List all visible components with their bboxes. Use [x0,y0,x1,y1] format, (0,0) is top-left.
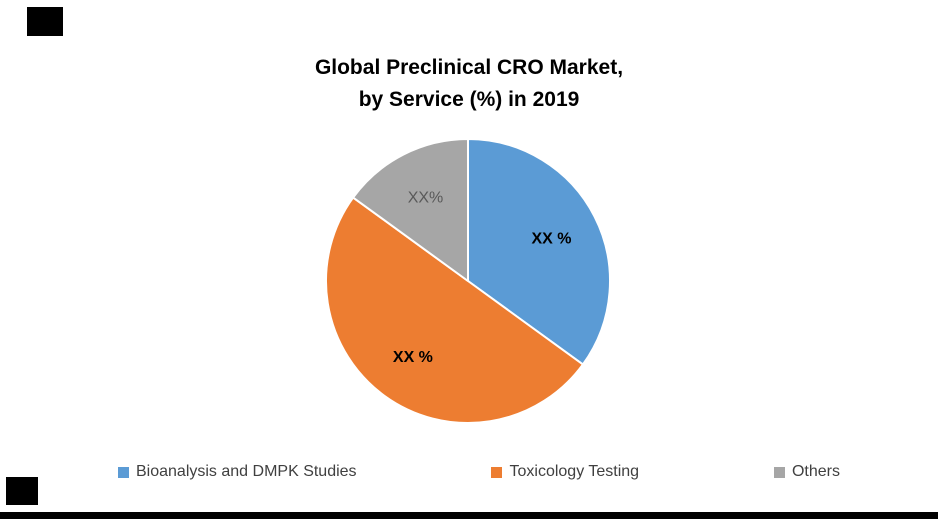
legend-label: Others [791,463,840,480]
decoration-black-block-bottom-left [6,477,38,505]
decoration-black-block-top-left [27,7,63,36]
chart-title-line-1: Global Preclinical CRO Market, [314,56,624,79]
legend-marker-icon [773,466,785,478]
legend-marker-icon [118,466,129,478]
legend-item-2: Others [773,463,840,481]
chart-title: Global Preclinical CRO Market, by Servic… [0,52,938,116]
legend-marker-icon [491,466,503,478]
pie-slice-data-label-0: XX % [531,231,571,248]
legend-label: Bioanalysis and DMPK Studies [136,463,357,480]
pie-slice-1 [324,196,584,424]
chart-title-line-2: by Service (%) in 2019 [358,88,580,111]
pie-slice-0 [467,138,611,366]
decoration-black-bar-bottom [0,512,938,519]
legend-label: Toxicology Testing [509,463,640,480]
legend-item-1: Toxicology Testing [491,463,639,481]
legend-item-0: Bioanalysis and DMPK Studies [118,463,357,481]
pie-slice-2 [352,138,469,282]
pie-slice-data-label-1: XX % [393,349,433,366]
pie-slice-data-label-2: XX% [408,190,444,207]
chart-legend: Bioanalysis and DMPK Studies Toxicology T… [118,463,840,481]
